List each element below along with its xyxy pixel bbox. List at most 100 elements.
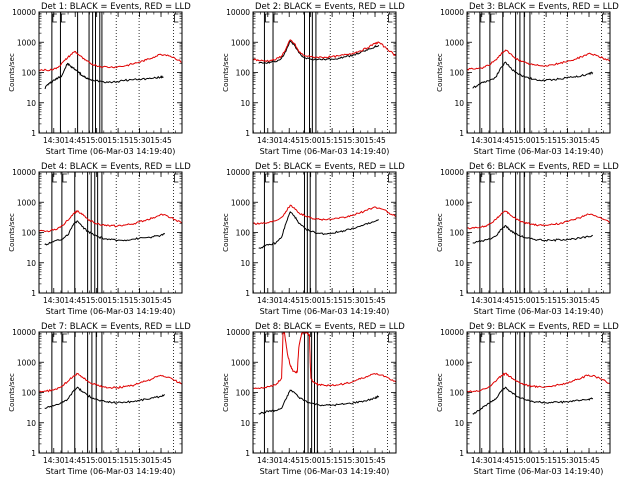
x-tick-label: 15:00 <box>86 456 108 465</box>
y-tick-label: 1 <box>31 129 36 138</box>
x-tick-label: 15:15 <box>321 296 343 305</box>
chart-panel-det-4: Det 4: BLACK = Events, RED = LLD Counts/s… <box>8 162 191 316</box>
x-axis-label: Start Time (06-Mar-03 14:19:40) <box>474 307 604 316</box>
chart-panel-det-1: Det 1: BLACK = Events, RED = LLD Counts/s… <box>8 2 191 156</box>
series-line-lld <box>466 210 611 230</box>
bracket-marker-icon <box>273 13 279 23</box>
x-tick-label: 14:30 <box>43 456 65 465</box>
y-tick-label: 100 <box>22 389 37 398</box>
x-tick-label: 14:30 <box>471 456 493 465</box>
x-tick-label: 14:30 <box>257 296 279 305</box>
bracket-marker-icon <box>61 13 66 23</box>
bracket-marker-icon <box>480 13 485 23</box>
y-axis-label: Counts/sec <box>222 53 230 92</box>
series-line-events <box>44 220 166 246</box>
x-tick-label: 15:15 <box>107 296 129 305</box>
y-tick-label: 10000 <box>12 168 36 177</box>
bracket-marker-icon <box>480 333 485 343</box>
x-axis-label: Start Time (06-Mar-03 14:19:40) <box>474 467 604 476</box>
series-line-events <box>44 62 164 90</box>
bracket-marker-icon <box>52 173 57 183</box>
y-tick-label: 10 <box>240 99 250 108</box>
x-tick-label: 14:30 <box>257 136 279 145</box>
y-tick-label: 1000 <box>231 198 250 207</box>
x-tick-label: 15:30 <box>557 456 579 465</box>
plot-frame <box>252 11 397 134</box>
series-line-lld <box>39 372 183 393</box>
bracket-marker-icon <box>602 333 607 343</box>
y-tick-label: 100 <box>22 229 37 238</box>
bracket-marker-icon <box>174 333 179 343</box>
x-tick-label: 15:45 <box>150 296 172 305</box>
x-axis-label: Start Time (06-Mar-03 14:19:40) <box>260 307 390 316</box>
y-tick-label: 1000 <box>231 38 250 47</box>
series-line-lld <box>252 331 397 390</box>
x-tick-label: 14:45 <box>278 296 300 305</box>
series-line-events <box>258 40 380 64</box>
x-tick-label: 15:45 <box>364 456 386 465</box>
x-axis-label: Start Time (06-Mar-03 14:19:40) <box>46 307 176 316</box>
y-tick-label: 10 <box>454 99 464 108</box>
x-tick-label: 15:30 <box>129 456 151 465</box>
series-line-lld <box>252 204 397 225</box>
x-tick-label: 14:30 <box>471 296 493 305</box>
series-line-lld <box>38 50 182 72</box>
y-tick-label: 10 <box>240 259 250 268</box>
y-tick-label: 1 <box>31 289 36 298</box>
y-axis-label: Counts/sec <box>436 373 444 412</box>
chart-panel-det-2: Det 2: BLACK = Events, RED = LLD Counts/s… <box>222 2 405 156</box>
series-line-events <box>472 61 594 89</box>
y-tick-label: 10000 <box>440 8 464 17</box>
x-tick-label: 15:30 <box>343 296 365 305</box>
y-tick-label: 1000 <box>17 38 36 47</box>
y-tick-label: 100 <box>450 229 465 238</box>
series-line-lld <box>466 372 611 393</box>
x-axis-label: Start Time (06-Mar-03 14:19:40) <box>46 147 176 156</box>
y-tick-label: 100 <box>22 69 37 78</box>
y-axis-label: Counts/sec <box>222 213 230 252</box>
x-tick-label: 15:45 <box>150 456 172 465</box>
x-tick-label: 15:30 <box>343 456 365 465</box>
chart-title: Det 3: BLACK = Events, RED = LLD <box>469 2 619 12</box>
y-tick-label: 1 <box>245 289 250 298</box>
chart-panel-det-7: Det 7: BLACK = Events, RED = LLD Counts/s… <box>8 322 191 476</box>
bracket-marker-icon <box>490 333 495 343</box>
x-axis-label: Start Time (06-Mar-03 14:19:40) <box>260 147 390 156</box>
y-tick-label: 10 <box>26 99 36 108</box>
bracket-marker-icon <box>602 173 607 183</box>
bracket-marker-icon <box>52 333 57 343</box>
y-tick-label: 10 <box>26 259 36 268</box>
y-tick-label: 10000 <box>440 168 464 177</box>
y-axis-label: Counts/sec <box>8 373 16 412</box>
series-line-lld <box>466 49 611 71</box>
bracket-marker-icon <box>174 13 179 23</box>
chart-title: Det 5: BLACK = Events, RED = LLD <box>255 162 405 172</box>
y-tick-label: 100 <box>450 69 465 78</box>
x-tick-label: 15:45 <box>364 296 386 305</box>
y-tick-label: 10 <box>454 419 464 428</box>
chart-title: Det 8: BLACK = Events, RED = LLD <box>255 322 405 332</box>
y-axis-label: Counts/sec <box>436 53 444 92</box>
y-tick-label: 1000 <box>445 38 464 47</box>
plot-frame <box>252 171 397 294</box>
y-tick-label: 1000 <box>17 358 36 367</box>
y-tick-label: 10000 <box>440 328 464 337</box>
plot-frame <box>38 171 183 294</box>
y-axis-label: Counts/sec <box>436 213 444 252</box>
chart-panel-det-8: Det 8: BLACK = Events, RED = LLD Counts/s… <box>222 322 405 476</box>
x-axis-label: Start Time (06-Mar-03 14:19:40) <box>474 147 604 156</box>
bracket-marker-icon <box>388 13 393 23</box>
x-tick-label: 15:15 <box>321 136 343 145</box>
bracket-marker-icon <box>388 173 393 183</box>
bracket-marker-icon <box>273 333 279 343</box>
x-tick-label: 14:45 <box>278 456 300 465</box>
chart-title: Det 6: BLACK = Events, RED = LLD <box>469 162 619 172</box>
x-tick-label: 15:15 <box>535 296 557 305</box>
x-tick-label: 14:30 <box>257 456 279 465</box>
y-tick-label: 1 <box>459 129 464 138</box>
bracket-marker-icon <box>62 173 67 183</box>
chart-title: Det 9: BLACK = Events, RED = LLD <box>469 322 619 332</box>
x-axis-label: Start Time (06-Mar-03 14:19:40) <box>46 467 176 476</box>
bracket-marker-icon <box>490 13 495 23</box>
